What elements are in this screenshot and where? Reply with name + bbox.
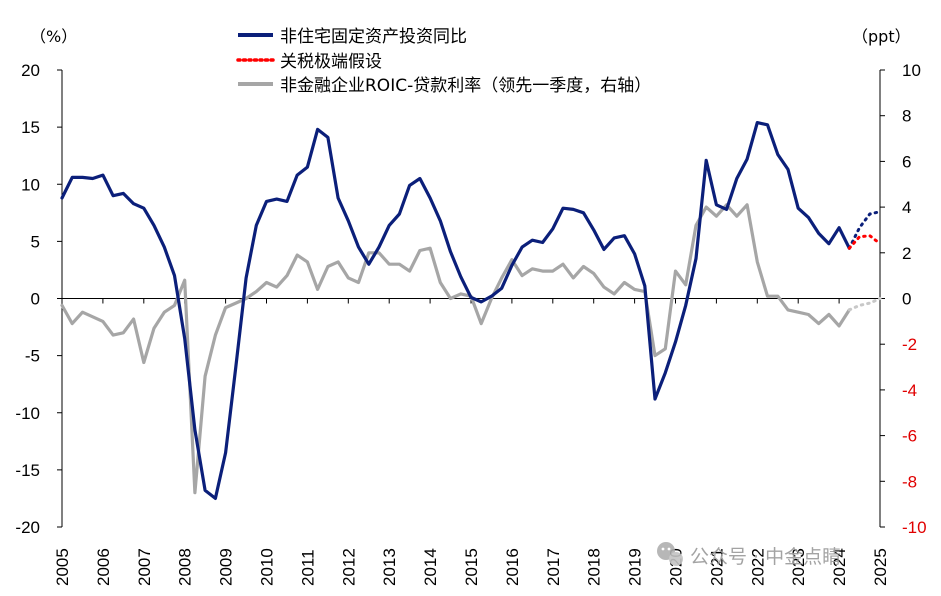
left-tick-label: -10 <box>15 404 40 423</box>
watermark: 公众号 · 中金点睛 <box>657 542 841 568</box>
right-tick-label: 0 <box>902 290 911 309</box>
right-tick-label: 8 <box>902 107 911 126</box>
x-tick-label: 2006 <box>94 548 113 586</box>
left-tick-label: 20 <box>21 61 40 80</box>
x-tick-label: 2019 <box>626 548 645 586</box>
left-tick-label: 0 <box>31 290 40 309</box>
x-tick-label: 2015 <box>462 548 481 586</box>
x-tick-label: 2021 <box>707 548 726 586</box>
wechat-icon <box>657 542 683 566</box>
x-tick-label: 2007 <box>135 548 154 586</box>
right-tick-label: 10 <box>902 61 921 80</box>
series-layer <box>60 121 882 500</box>
x-tick-label: 2005 <box>53 548 72 586</box>
axes: 20151050-5-10-15-201086420-2-4-6-8-10200… <box>15 61 926 586</box>
series-investment-line <box>60 121 851 500</box>
legend-label-roic: 非金融企业ROIC-贷款利率（领先一季度，右轴） <box>280 76 651 96</box>
x-tick-label: 2014 <box>421 548 440 586</box>
right-axis-unit: （ppt） <box>852 27 911 46</box>
x-tick-label: 2011 <box>298 549 317 586</box>
x-tick-label: 2018 <box>585 548 604 586</box>
x-tick-label: 2023 <box>789 548 808 586</box>
legend-label-investment: 非住宅固定资产投资同比 <box>280 27 467 47</box>
x-tick-label: 2008 <box>176 548 195 586</box>
x-tick-label: 2016 <box>503 548 522 586</box>
right-tick-label: 2 <box>902 244 911 263</box>
x-tick-label: 2013 <box>380 548 399 586</box>
right-tick-label: -2 <box>902 335 917 354</box>
series-roic-line <box>60 203 851 495</box>
x-tick-label: 2024 <box>830 548 849 586</box>
right-tick-label: 4 <box>902 198 911 217</box>
right-tick-label: -10 <box>902 518 927 537</box>
right-tick-label: -6 <box>902 427 917 446</box>
x-tick-label: 2009 <box>217 548 236 586</box>
x-tick-label: 2012 <box>339 548 358 586</box>
legend-label-tariff: 关税极端假设 <box>280 52 382 72</box>
right-tick-label: -4 <box>902 381 917 400</box>
x-tick-label: 2022 <box>748 548 767 586</box>
left-tick-label: -5 <box>25 347 40 366</box>
series-tariff-line <box>847 234 882 250</box>
left-tick-label: 5 <box>31 232 40 251</box>
series-investment-forecast-line <box>847 210 882 250</box>
x-tick-label: 2010 <box>258 548 277 586</box>
right-tick-label: 6 <box>902 152 911 171</box>
legend: 非住宅固定资产投资同比 关税极端假设 非金融企业ROIC-贷款利率（领先一季度，… <box>236 27 651 96</box>
x-tick-label: 2017 <box>544 548 563 586</box>
right-tick-label: -8 <box>902 472 917 491</box>
left-tick-label: 15 <box>21 118 40 137</box>
left-tick-label: 10 <box>21 175 40 194</box>
left-axis-unit: （%） <box>30 27 77 46</box>
left-tick-label: -15 <box>15 461 40 480</box>
watermark-text: 公众号 · 中金点睛 <box>690 546 841 568</box>
left-tick-label: -20 <box>15 518 40 537</box>
series-roic-forecast-line <box>847 297 882 312</box>
x-tick-label: 2025 <box>871 548 890 586</box>
